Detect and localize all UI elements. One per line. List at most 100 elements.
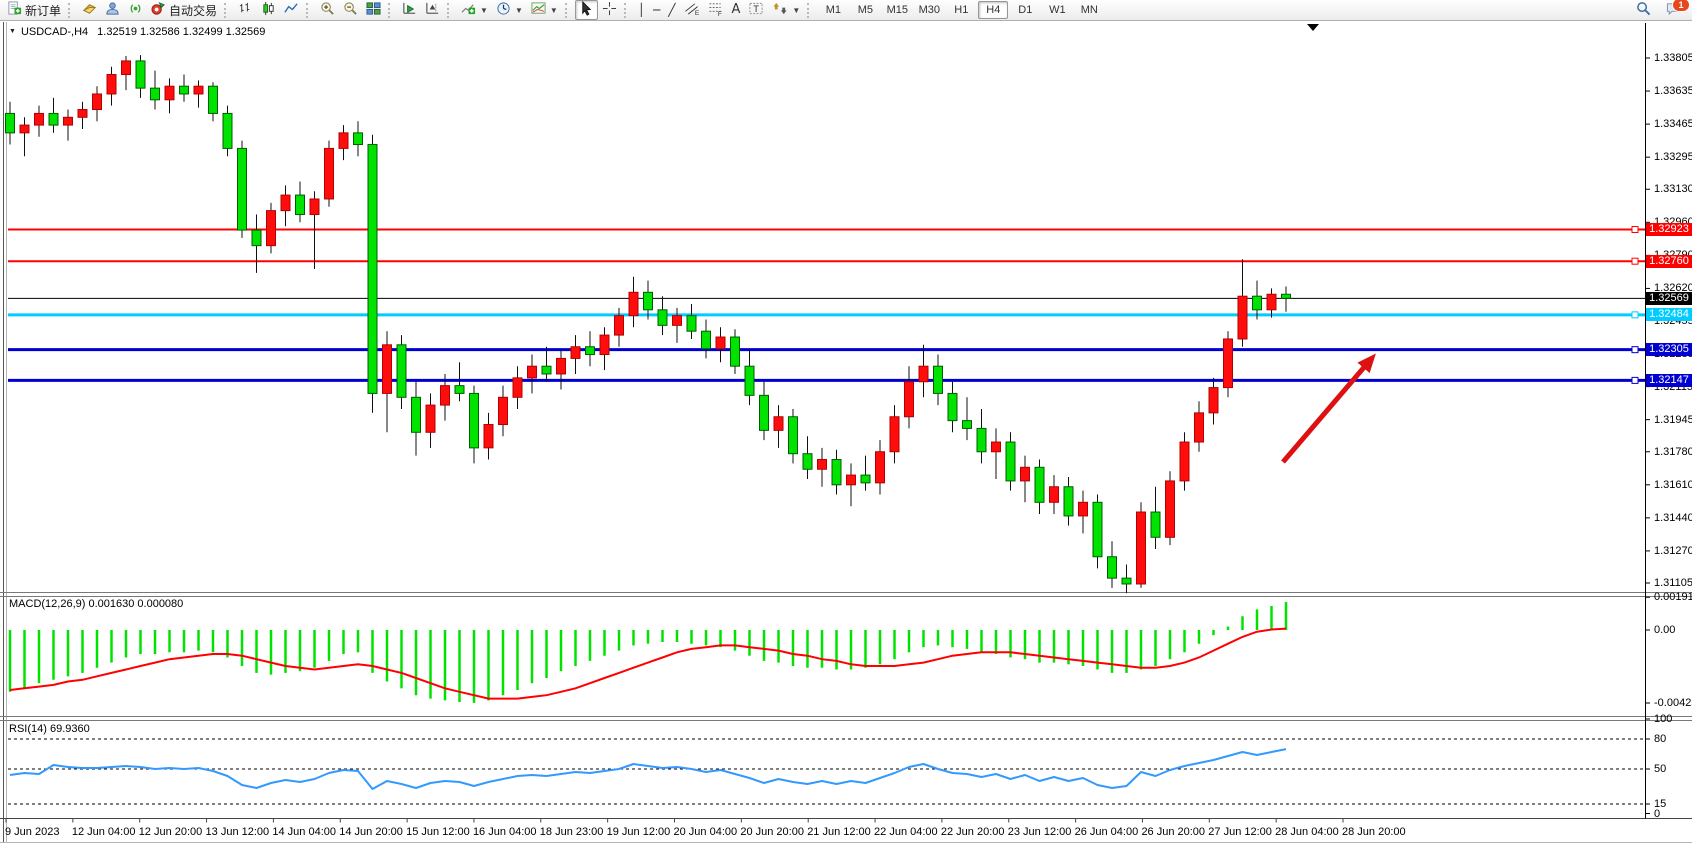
toolbar-grip: [807, 2, 813, 18]
rsi-indicator-label: RSI(14) 69.9360: [9, 723, 90, 735]
cursor-icon: [579, 0, 594, 19]
timeframe-D1[interactable]: D1: [1018, 4, 1033, 16]
time-label-4: 13 Jun 12:00: [205, 826, 270, 838]
chevron-down-icon: ▼: [549, 5, 558, 15]
timeframe-M30[interactable]: M30: [918, 4, 941, 16]
price-tick-1.33130: 1.33130: [1654, 183, 1692, 196]
crosshair-icon: [602, 1, 617, 19]
indicators-icon: [461, 1, 476, 19]
trendline-button[interactable]: ╱: [664, 0, 679, 20]
auto-scroll-icon: [402, 1, 417, 19]
crosshair-button[interactable]: [598, 0, 621, 20]
chat-button[interactable]: 1: [1661, 0, 1690, 20]
time-label-13: 21 Jun 12:00: [807, 826, 871, 838]
arrow-annotation[interactable]: [1281, 353, 1376, 464]
rsi-tick-0: 0: [1654, 807, 1661, 820]
price-tick-1.33635: 1.33635: [1654, 85, 1692, 98]
bar-chart-button[interactable]: [234, 0, 257, 20]
timeframe-H1[interactable]: H1: [954, 4, 969, 16]
timeframe-H4[interactable]: H4: [978, 1, 1009, 19]
vertical-line-icon: │: [637, 3, 646, 17]
line-chart-button[interactable]: [280, 0, 303, 20]
indicators-button[interactable]: ▼: [457, 0, 492, 20]
time-label-10: 19 Jun 12:00: [606, 826, 671, 838]
timeframe-toolbar: M1 M5 M15 M30 H1 H4 D1 W1 MN: [817, 1, 1105, 19]
resistance-line-2-handle[interactable]: [1631, 257, 1639, 265]
ohlc-readout: 1.32519 1.32586 1.32499 1.32569: [97, 26, 266, 38]
price-tick-1.33465: 1.33465: [1654, 118, 1692, 131]
support-line-1-handle[interactable]: [1631, 346, 1639, 354]
text-label-icon: T: [748, 1, 764, 19]
chevron-down-icon: ▼: [480, 5, 488, 15]
price-tick-1.31610: 1.31610: [1654, 478, 1692, 491]
price-tick-1.31270: 1.31270: [1654, 544, 1692, 557]
zoom-in-button[interactable]: [316, 0, 339, 20]
resistance-line-1-handle[interactable]: [1631, 226, 1639, 233]
price-tick-1.31945: 1.31945: [1654, 413, 1692, 426]
macd-tick-0.00: 0.00: [1654, 624, 1676, 636]
text-button[interactable]: A: [728, 0, 745, 20]
price-tick-1.31780: 1.31780: [1654, 445, 1692, 458]
time-label-5: 14 Jun 04:00: [272, 826, 337, 838]
vertical-line-button[interactable]: │: [634, 0, 649, 20]
time-label-9: 18 Jun 23:00: [539, 826, 604, 838]
rsi-tick-100: 100: [1654, 713, 1673, 725]
svg-text:F: F: [717, 11, 721, 16]
signals-button[interactable]: [124, 0, 147, 20]
candlestick-icon: [261, 1, 276, 19]
time-label-18: 26 Jun 20:00: [1141, 826, 1206, 838]
new-order-button[interactable]: 新订单: [3, 0, 65, 20]
time-label-3: 12 Jun 20:00: [138, 826, 203, 838]
time-label-16: 23 Jun 12:00: [1007, 826, 1072, 838]
community-button[interactable]: [101, 0, 124, 20]
clock-icon: [496, 1, 511, 19]
cursor-button[interactable]: [574, 0, 598, 20]
pivot-line-handle[interactable]: [1631, 311, 1639, 319]
macd-signal-line: [9, 627, 1287, 700]
toolbar-grip: [447, 2, 453, 18]
chart-shift-marker: [1307, 24, 1319, 31]
text-label-button[interactable]: T: [744, 0, 768, 20]
price-tick-1.31440: 1.31440: [1654, 511, 1692, 524]
equidistant-channel-icon: E: [684, 1, 700, 19]
auto-scroll-button[interactable]: [398, 0, 421, 20]
toolbar-grip: [68, 2, 74, 18]
horizontal-line-icon: ─: [653, 3, 661, 17]
chart-shift-button[interactable]: [421, 0, 444, 20]
fibonacci-button[interactable]: F: [704, 0, 728, 20]
channel-button[interactable]: E: [680, 0, 704, 20]
time-label-2: 12 Jun 04:00: [71, 826, 136, 838]
zoom-in-icon: [320, 1, 335, 19]
templates-button[interactable]: ▼: [527, 0, 562, 20]
shapes-button[interactable]: ▼: [768, 0, 804, 20]
horizontal-line-button[interactable]: ─: [649, 0, 664, 20]
chart-canvas[interactable]: [0, 22, 1692, 843]
timeframe-M5[interactable]: M5: [857, 4, 873, 16]
main-toolbar: 新订单 自动交易: [0, 0, 1692, 21]
zoom-out-button[interactable]: [339, 0, 362, 20]
price-tag-1.32147: 1.32147: [1646, 373, 1692, 387]
macd-indicator-label: MACD(12,26,9) 0.001630 0.000080: [9, 598, 184, 610]
timeframe-MN[interactable]: MN: [1080, 4, 1098, 16]
tile-windows-button[interactable]: [362, 0, 385, 20]
timeframe-W1[interactable]: W1: [1049, 4, 1066, 16]
rsi-tick-80: 80: [1654, 733, 1667, 745]
market-book-button[interactable]: [78, 0, 101, 20]
auto-trading-icon: [151, 1, 166, 19]
collapse-caret-icon[interactable]: ▼: [9, 28, 16, 35]
timeframe-M15[interactable]: M15: [886, 4, 909, 16]
candlestick-button[interactable]: [257, 0, 280, 20]
macd-histogram: [8, 602, 1288, 703]
signal-icon: [128, 1, 143, 19]
fibonacci-icon: F: [708, 1, 724, 19]
search-button[interactable]: [1632, 0, 1655, 20]
support-line-2-handle[interactable]: [1631, 376, 1639, 384]
new-order-label: 新订单: [25, 3, 62, 18]
timeframe-M1[interactable]: M1: [825, 4, 841, 16]
rsi-tick-15: 15: [1654, 798, 1667, 810]
price-tag-1.32305: 1.32305: [1646, 343, 1692, 357]
periods-button[interactable]: ▼: [492, 0, 527, 20]
auto-trading-button[interactable]: 自动交易: [147, 0, 221, 20]
time-label-20: 28 Jun 04:00: [1275, 826, 1339, 838]
price-tick-1.33805: 1.33805: [1654, 52, 1692, 64]
